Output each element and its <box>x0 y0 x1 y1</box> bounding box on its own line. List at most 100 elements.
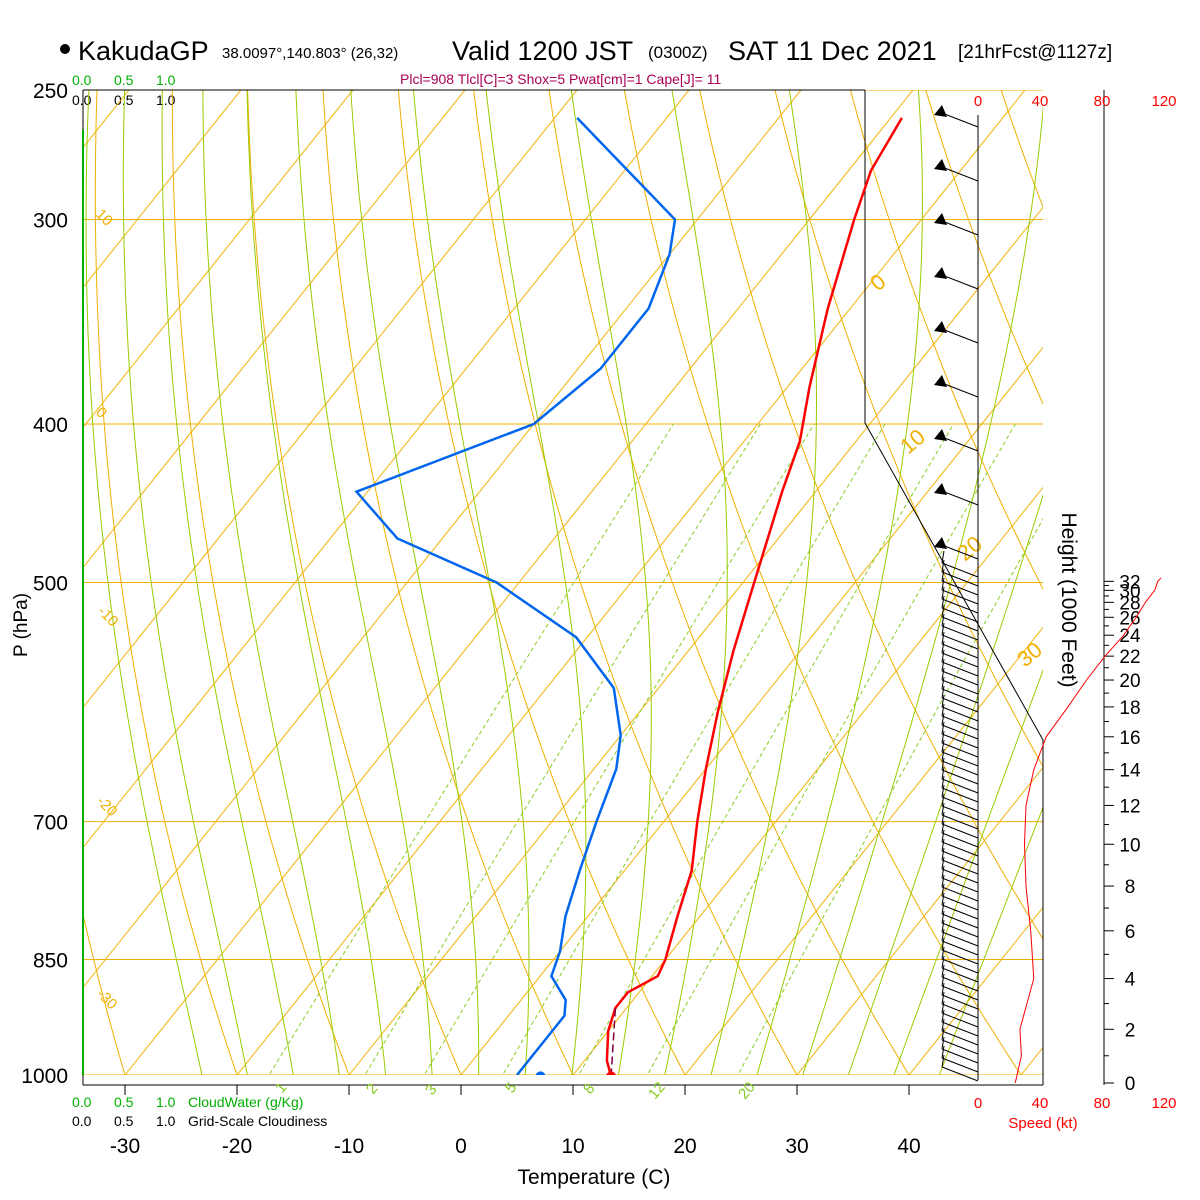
mixing-ratio-line <box>646 423 1016 1075</box>
wind-speed-profile <box>1014 577 1162 1084</box>
moist-adiabat-line <box>85 90 203 1075</box>
barb-flag <box>941 928 945 942</box>
barb-shaft <box>941 679 979 695</box>
bottom-black-tick-1: 0.5 <box>114 1113 134 1129</box>
wind-barb <box>941 739 979 767</box>
barb-shaft <box>941 652 979 668</box>
barb-shaft <box>941 1039 979 1055</box>
isotherm-line <box>348 206 1043 1075</box>
moist-adiabat-line <box>122 90 248 1075</box>
barb-flag <box>941 766 945 780</box>
barb-shaft <box>941 166 979 182</box>
wind-barb <box>941 649 979 677</box>
barb-shaft <box>941 1057 979 1073</box>
barb-flag <box>941 955 945 969</box>
barb-flag <box>941 721 945 735</box>
barb-flag <box>941 550 945 564</box>
barb-shaft <box>941 544 979 560</box>
temperature-tick-label: 0 <box>455 1135 467 1158</box>
barb-flag <box>941 802 945 816</box>
moist-adiabat-line <box>295 90 433 1075</box>
height-tick-label: 6 <box>1125 922 1136 943</box>
wind-barb <box>941 919 979 947</box>
barb-shaft <box>941 913 979 929</box>
pressure-tick-label: 850 <box>33 950 68 973</box>
barb-pennant <box>934 375 947 387</box>
barb-flag <box>941 685 945 699</box>
speed-top-tick-label: 120 <box>1151 93 1176 110</box>
height-tick-label: 18 <box>1119 698 1140 719</box>
mixing-ratio-line <box>268 423 674 1075</box>
barb-pennant <box>934 267 947 279</box>
sounding-indices: Plcl=908 Tlcl[C]=3 Shox=5 Pwat[cm]=1 Cap… <box>400 71 721 87</box>
wind-barb <box>941 748 979 776</box>
barb-flag <box>941 1054 945 1068</box>
isotherm-line <box>236 90 1026 1075</box>
barb-shaft <box>941 985 979 1001</box>
station-coords: 38.0097°,140.803° (26,32) <box>222 45 398 62</box>
temperature-tick-label: -10 <box>334 1135 364 1158</box>
isotherm-line <box>796 766 1043 1075</box>
dry-adiabat-line <box>171 90 350 1075</box>
wind-barb <box>941 568 979 596</box>
barb-shaft <box>941 706 979 722</box>
barb-shaft <box>941 742 979 758</box>
wind-barb <box>941 766 979 794</box>
wind-barb <box>941 793 979 821</box>
pressure-tick-label: 700 <box>33 812 68 835</box>
dry-adiabat-line <box>699 90 1043 940</box>
barb-shaft <box>941 931 979 947</box>
mixing-ratio-line <box>364 423 761 1075</box>
barb-flag <box>941 1027 945 1041</box>
barb-pennant <box>934 213 947 225</box>
wind-barb <box>941 622 979 650</box>
wind-barbs <box>934 105 979 1082</box>
top-cloud-scale: 0.0 0.5 1.0 0.0 0.5 1.0 <box>72 72 176 108</box>
wind-barb <box>941 874 979 902</box>
barb-shaft <box>941 598 979 614</box>
wind-barb <box>941 721 979 749</box>
forecast-info: [21hrFcst@1127z] <box>958 42 1112 63</box>
barb-shaft <box>941 661 979 677</box>
barb-shaft <box>941 1021 979 1037</box>
wind-barb <box>941 667 979 695</box>
barb-shaft <box>941 850 979 866</box>
wind-barb <box>941 595 979 623</box>
wind-barb <box>941 838 979 866</box>
dry-adiabat-line <box>247 90 462 1075</box>
isotherm-line <box>1020 1046 1043 1075</box>
height-tick-label: 0 <box>1125 1074 1136 1095</box>
barb-shaft <box>941 841 979 857</box>
barb-shaft <box>941 715 979 731</box>
dry-adiabat-line <box>0 61 22 1110</box>
wind-barb <box>934 537 979 560</box>
dry-adiabat-label: 20 <box>952 531 987 566</box>
wind-barb <box>941 757 979 785</box>
wind-barb <box>941 964 979 992</box>
dry-adiabat-line <box>774 90 1043 768</box>
barb-shaft <box>941 823 979 839</box>
barb-shaft <box>941 1003 979 1019</box>
moist-adiabat-line <box>664 90 728 1075</box>
moist-adiabat-line <box>350 90 480 1075</box>
wind-barb <box>941 856 979 884</box>
mixing-ratio-line <box>737 517 1043 1075</box>
barb-flag <box>941 973 945 987</box>
barb-flag <box>941 658 945 672</box>
moist-adiabat-line <box>756 90 923 1075</box>
wind-barb <box>941 676 979 704</box>
wind-barb <box>934 483 979 506</box>
barb-shaft <box>941 769 979 785</box>
speed-bottom-tick-label: 40 <box>1032 1095 1049 1112</box>
mixing-ratio-label: 3 <box>422 1081 440 1098</box>
zulu-time: (0300Z) <box>648 43 708 62</box>
barb-shaft <box>941 859 979 875</box>
barb-flag <box>941 1009 945 1023</box>
wind-barb <box>941 883 979 911</box>
right-boundary-line <box>864 90 1044 1085</box>
barb-shaft <box>941 778 979 794</box>
mixing-ratio-line <box>502 423 886 1075</box>
wind-barb <box>941 811 979 839</box>
barb-shaft <box>941 1048 979 1064</box>
